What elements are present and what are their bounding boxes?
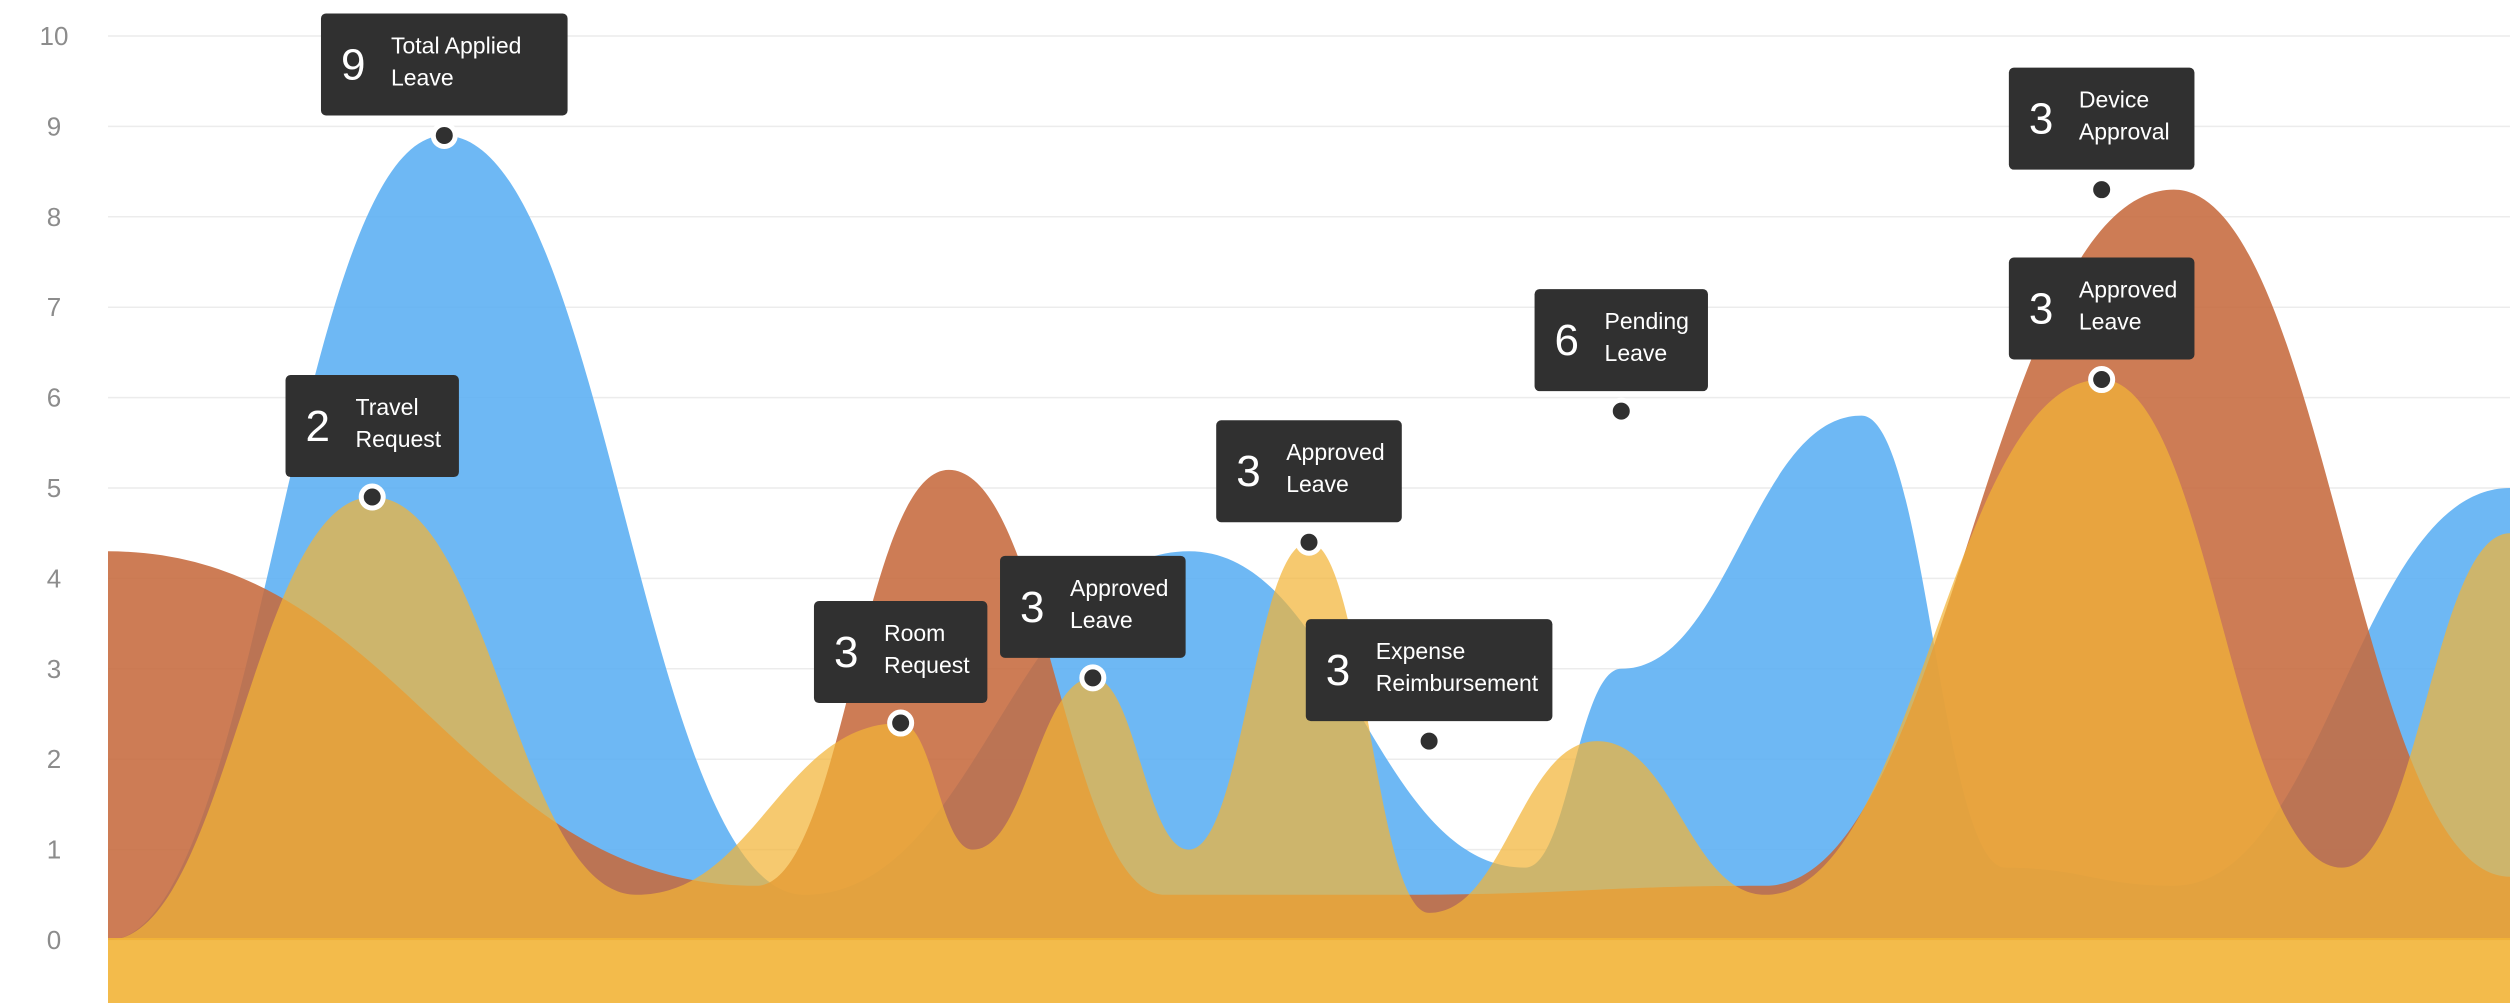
tooltip-box	[320, 13, 568, 116]
data-point-marker	[1607, 397, 1635, 425]
data-point-marker	[887, 709, 915, 737]
tooltip-label: Approved	[2079, 277, 2177, 303]
tooltip-label: Room	[884, 620, 945, 646]
annotation-5: 3 Approved Leave	[1216, 420, 1402, 556]
tooltip-value: 3	[834, 628, 858, 677]
y-tick-label: 3	[47, 654, 61, 684]
tooltip-label: Leave	[1605, 340, 1668, 366]
tooltip-label: Approval	[2079, 119, 2170, 145]
data-point-marker	[430, 121, 458, 149]
chart-annotations: 9 Total Applied Leave 2 Travel Request 3 Room Re…	[285, 13, 2195, 755]
y-tick-label: 5	[47, 473, 61, 503]
data-point-marker	[1079, 664, 1107, 692]
y-tick-label: 0	[47, 925, 61, 955]
data-point-marker	[2088, 176, 2116, 204]
baseline-band	[108, 938, 2510, 1003]
tooltip-label: Device	[2079, 87, 2149, 113]
annotation-6: 3 Expense Reimbursement	[1305, 619, 1553, 755]
tooltip-label: Request	[884, 652, 970, 678]
tooltip-box	[1305, 619, 1553, 722]
y-tick-label: 1	[47, 835, 61, 865]
y-tick-label: 9	[47, 111, 61, 141]
tooltip-label: Approved	[1286, 439, 1384, 465]
tooltip-box	[1000, 555, 1186, 658]
tooltip-label: Total Applied	[391, 32, 521, 58]
tooltip-label: Request	[356, 426, 442, 452]
tooltip-box	[2008, 67, 2195, 170]
annotation-9: 3 Approved Leave	[2008, 257, 2195, 394]
y-tick-label: 6	[47, 383, 61, 413]
annotation-1: 9 Total Applied Leave	[320, 13, 568, 149]
data-point-marker	[1415, 727, 1443, 755]
tooltip-value: 3	[1236, 447, 1260, 496]
y-tick-label: 10	[40, 21, 69, 51]
tooltip-label: Approved	[1070, 575, 1168, 601]
annotation-2: 2 Travel Request	[285, 375, 459, 511]
y-tick-label: 2	[47, 744, 61, 774]
tooltip-label: Leave	[1286, 471, 1349, 497]
tooltip-label: Reimbursement	[1376, 670, 1539, 696]
y-axis: 0 1 2 3 4 5 6 7 8 9 10	[40, 21, 69, 955]
tooltip-label: Leave	[391, 64, 454, 90]
tooltip-value: 3	[1020, 583, 1044, 632]
y-tick-label: 7	[47, 292, 61, 322]
tooltip-value: 2	[306, 402, 330, 451]
annotation-4: 3 Approved Leave	[1000, 555, 1186, 692]
tooltip-value: 3	[2029, 285, 2053, 334]
annotation-8: 3 Device Approval	[2008, 67, 2195, 204]
tooltip-value: 3	[1326, 646, 1350, 695]
tooltip-value: 3	[2029, 95, 2053, 144]
data-point-marker	[2088, 366, 2116, 394]
tooltip-label: Expense	[1376, 638, 1466, 664]
tooltip-label: Leave	[1070, 607, 1133, 633]
y-tick-label: 4	[47, 563, 61, 593]
tooltip-box	[1216, 420, 1402, 523]
tooltip-box	[2008, 257, 2195, 360]
tooltip-box	[1534, 289, 1708, 392]
data-point-marker	[1295, 528, 1323, 556]
y-tick-label: 8	[47, 202, 61, 232]
tooltip-label: Travel	[356, 394, 419, 420]
tooltip-value: 9	[341, 40, 365, 89]
data-point-marker	[358, 483, 386, 511]
annotation-3: 3 Room Request	[813, 601, 988, 737]
tooltip-label: Leave	[2079, 309, 2142, 335]
tooltip-box	[813, 601, 988, 704]
tooltip-label: Pending	[1605, 308, 1689, 334]
annotation-7: 6 Pending Leave	[1534, 289, 1708, 425]
tooltip-box	[285, 375, 459, 478]
tooltip-value: 6	[1555, 316, 1579, 365]
